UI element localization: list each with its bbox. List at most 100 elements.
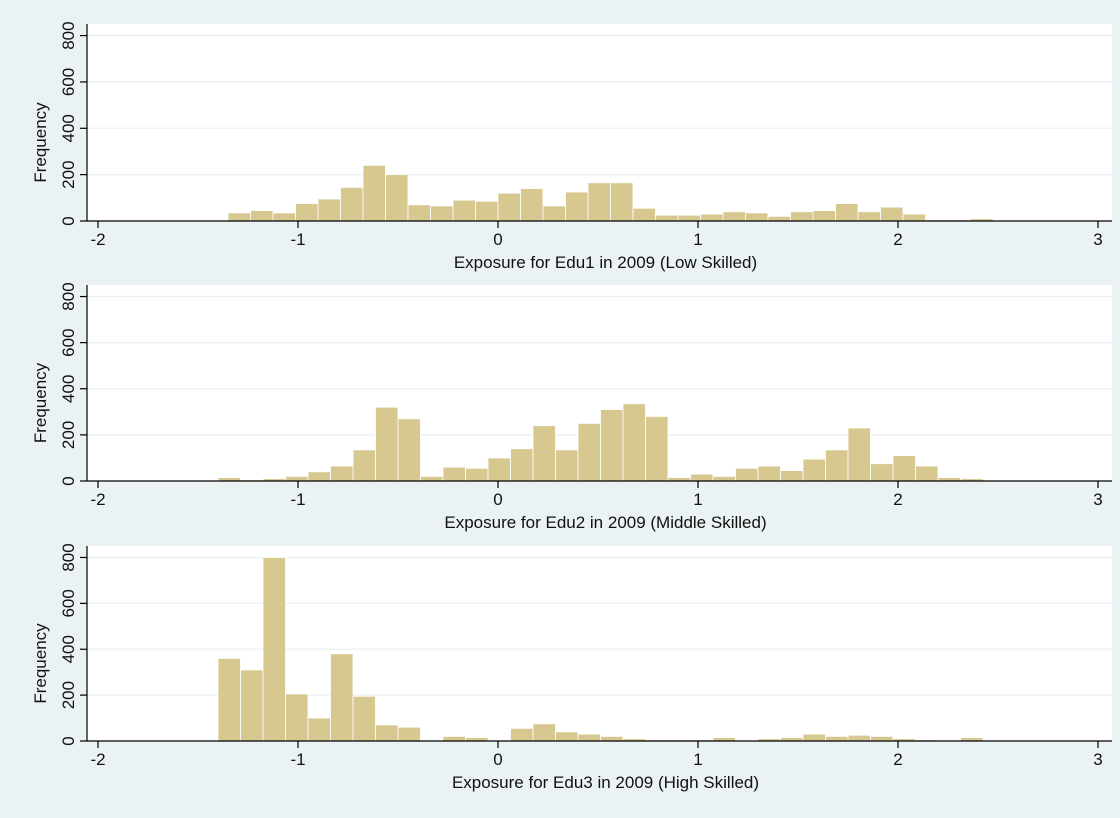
x-tick-label: 0: [493, 750, 502, 769]
y-tick-label: 400: [59, 114, 78, 142]
axes: [80, 24, 1112, 228]
x-tick-label: -2: [90, 230, 105, 249]
y-tick-label: 800: [59, 282, 78, 310]
bars: [227, 164, 994, 222]
y-tick-label: 200: [59, 681, 78, 709]
histogram-bar: [847, 427, 871, 482]
x-tick-label: 1: [693, 490, 702, 509]
histogram-bar: [532, 425, 556, 482]
histogram-bar: [857, 211, 881, 222]
histogram-bar: [915, 465, 939, 482]
histogram-bar: [352, 449, 376, 482]
histogram-bar: [362, 164, 386, 222]
x-tick-label: 3: [1093, 490, 1102, 509]
histogram-bar: [532, 723, 556, 742]
histogram-bar: [555, 449, 579, 482]
histogram-bar: [587, 182, 611, 222]
histogram-bar: [722, 211, 746, 222]
histogram-bar: [340, 186, 364, 222]
histogram-bar: [442, 466, 466, 482]
histogram-bar: [802, 458, 826, 482]
histogram-bar: [825, 736, 849, 742]
histogram-bar: [735, 467, 759, 482]
x-tick-label: 0: [493, 230, 502, 249]
y-tick-label: 400: [59, 635, 78, 663]
histogram-bar: [352, 695, 376, 742]
y-axis-label: Frequency: [31, 623, 50, 704]
histogram-bar: [307, 717, 331, 742]
histogram-bar: [645, 416, 669, 482]
histogram-bar: [262, 557, 286, 742]
histogram-bar: [250, 210, 274, 222]
histogram-bar: [285, 475, 309, 482]
panel-edu1: 0 200 400 600 800 -2 -1 0 1 2 3 Exposure for Edu1 …: [31, 21, 1112, 272]
y-tick-label: 400: [59, 375, 78, 403]
histogram-bar: [397, 726, 421, 742]
tick-labels: 0 200 400 600 800 -2 -1 0 1 2 3: [59, 21, 1103, 249]
x-tick-label: -1: [290, 750, 305, 769]
y-tick-label: 0: [59, 736, 78, 745]
histogram-bar: [420, 475, 444, 482]
x-tick-label: -1: [290, 490, 305, 509]
x-tick-label: 2: [893, 230, 902, 249]
histogram-bar: [767, 215, 791, 222]
histogram-bar: [475, 200, 499, 222]
histogram-bar: [610, 182, 634, 222]
y-tick-label: 600: [59, 328, 78, 356]
histogram-bar: [600, 736, 624, 742]
panel-edu3: 0 200 400 600 800 -2 -1 0 1 2 3 Exposure for Edu3 …: [31, 543, 1112, 792]
panel-edu2: 0 200 400 600 800 -2 -1 0 1 2 3 Exposure for Edu2 …: [31, 282, 1112, 532]
x-tick-label: 2: [893, 750, 902, 769]
histogram-bar: [317, 198, 341, 222]
histogram-bar: [430, 205, 454, 222]
x-tick-label: 0: [493, 490, 502, 509]
grid-lines: [87, 295, 1112, 436]
histogram-bar: [375, 406, 399, 482]
histogram-bar: [497, 192, 521, 222]
histogram-bar: [802, 733, 826, 742]
grid-lines: [87, 34, 1112, 176]
histogram-bar: [295, 203, 319, 222]
x-tick-label: 1: [693, 750, 702, 769]
y-tick-label: 800: [59, 543, 78, 571]
histogram-bar: [870, 736, 894, 742]
histogram-bar: [835, 203, 859, 222]
histogram-bar: [812, 210, 836, 222]
y-axis-label: Frequency: [31, 362, 50, 443]
x-tick-label: -2: [90, 490, 105, 509]
histogram-bar: [227, 212, 251, 222]
histogram-bar: [330, 653, 354, 742]
histogram-bar: [677, 214, 701, 222]
histogram-bar: [825, 449, 849, 482]
histogram-bar: [510, 727, 534, 742]
histogram-bar: [700, 213, 724, 222]
histogram-bar: [330, 465, 354, 482]
histogram-bar: [397, 418, 421, 482]
histogram-bar: [452, 199, 476, 222]
x-axis-label: Exposure for Edu2 in 2009 (Middle Skille…: [444, 513, 766, 532]
y-tick-label: 0: [59, 216, 78, 225]
x-tick-label: -1: [290, 230, 305, 249]
histogram-bar: [902, 213, 926, 222]
histogram-bar: [307, 471, 331, 482]
histogram-bar: [407, 204, 431, 222]
histogram-bar: [757, 465, 781, 482]
y-tick-label: 200: [59, 160, 78, 188]
histogram-bar: [555, 731, 579, 742]
histogram-bar: [880, 206, 904, 222]
histogram-bar: [780, 470, 804, 482]
tick-labels: 0 200 400 600 800 -2 -1 0 1 2 3: [59, 282, 1103, 509]
histogram-bar: [442, 736, 466, 742]
histogram-bar: [712, 475, 736, 482]
y-tick-label: 600: [59, 589, 78, 617]
bars: [217, 403, 984, 482]
histogram-bar: [240, 669, 264, 742]
histogram-bar: [487, 457, 511, 482]
x-tick-label: 2: [893, 490, 902, 509]
x-tick-label: 3: [1093, 750, 1102, 769]
x-axis-label: Exposure for Edu3 in 2009 (High Skilled): [452, 773, 759, 792]
histogram-bar: [745, 212, 769, 222]
histogram-bar: [465, 467, 489, 482]
histogram-bar: [375, 724, 399, 742]
